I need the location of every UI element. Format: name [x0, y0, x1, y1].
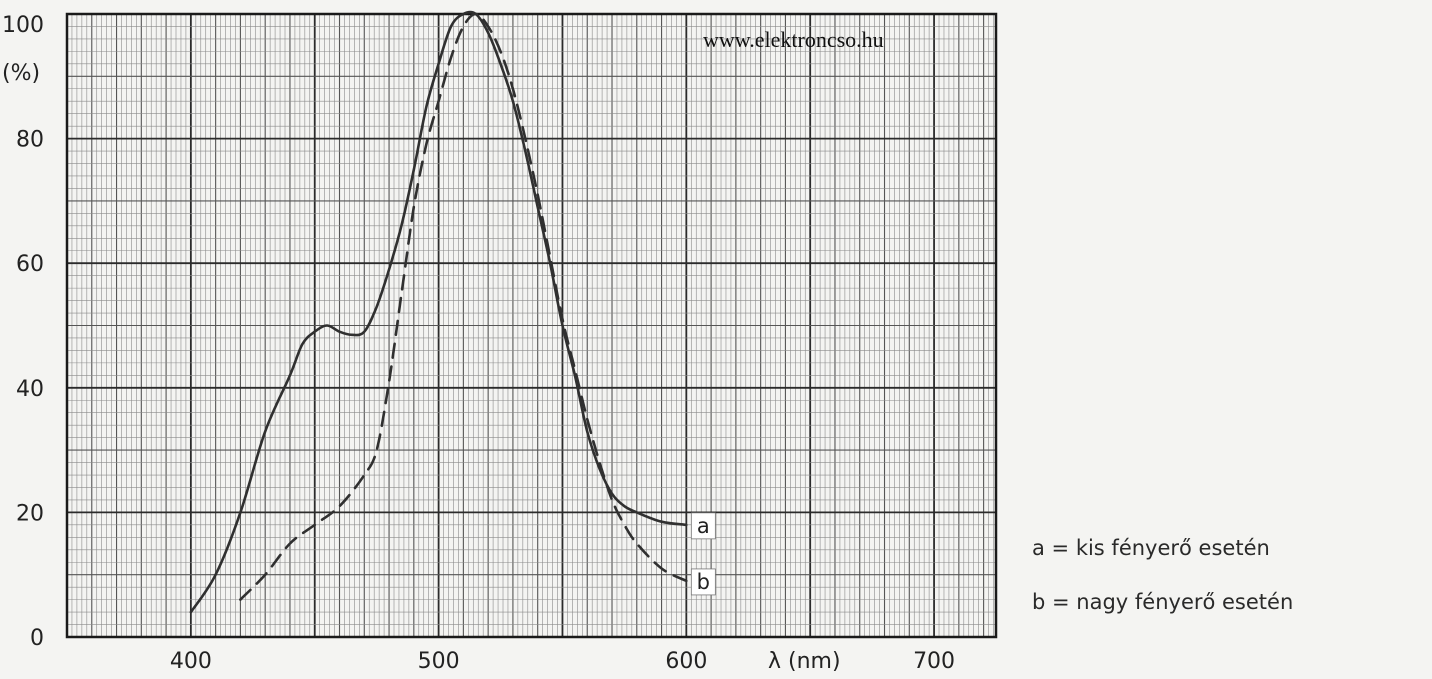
- x-tick-label: 400: [170, 649, 212, 674]
- plot-frame: [65, 12, 998, 639]
- series-line-a: [189, 10, 688, 614]
- x-axis-label: λ (nm): [768, 649, 841, 674]
- y-tick-label: 40: [16, 377, 44, 402]
- series-end-label-b: b: [697, 570, 710, 594]
- y-tick-label: 60: [16, 252, 44, 277]
- series-end-label-box: [690, 568, 716, 596]
- series-group: ab: [189, 10, 716, 614]
- legend-entry-b: b = nagy fényerő esetén: [1032, 590, 1294, 614]
- series-end-label-box: [690, 512, 716, 540]
- y-tick-label: 0: [30, 626, 44, 651]
- watermark-text: www.elektroncso.hu: [703, 27, 884, 52]
- legend-entry-a: a = kis fényerő esetén: [1032, 536, 1270, 560]
- tick-labels: 400 500 600 700 0 20 40 60 80 100: [2, 13, 955, 674]
- series-line-b: [239, 12, 688, 601]
- x-tick-label: 700: [913, 649, 955, 674]
- chart-grid: [66, 13, 996, 638]
- y-tick-label: 20: [16, 501, 44, 526]
- series-end-label-a: a: [697, 514, 710, 538]
- y-unit-label: (%): [2, 61, 40, 86]
- x-tick-label: 600: [665, 649, 707, 674]
- y-tick-label: 80: [16, 128, 44, 153]
- x-tick-label: 500: [418, 649, 460, 674]
- y-tick-label: 100: [2, 13, 44, 38]
